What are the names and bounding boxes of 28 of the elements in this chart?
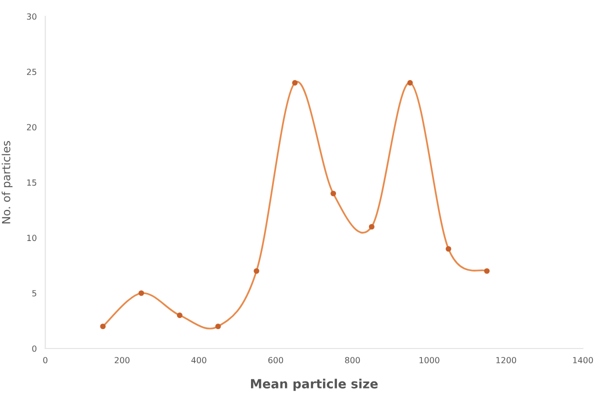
point	[100, 324, 106, 330]
x-tick-label: 1200	[496, 356, 516, 364]
y-tick-label: 20	[26, 124, 36, 130]
x-tick-label: 400	[191, 356, 206, 364]
x-tick-label: 1400	[573, 356, 593, 364]
y-tick-label: 25	[26, 68, 36, 76]
y-tick-label: 10	[27, 234, 36, 242]
point	[446, 246, 452, 252]
point	[292, 80, 298, 86]
x-axis-title: Mean particle size	[251, 378, 378, 391]
point	[215, 324, 221, 330]
point	[330, 190, 336, 196]
y-tick-label: 30	[27, 13, 36, 20]
y-tick-label: 5	[32, 290, 36, 296]
x-tick-label: 0	[43, 356, 48, 364]
point	[484, 268, 490, 274]
point	[368, 224, 374, 230]
y-tick-label: 15	[27, 180, 36, 186]
y-axis-title: No. of particles	[2, 141, 12, 224]
y-tick-label: 0	[32, 345, 36, 352]
point	[176, 312, 182, 318]
x-tick-label: 200	[114, 356, 130, 364]
x-tick-label: 1000	[420, 356, 440, 364]
x-tick-label: 800	[345, 356, 360, 364]
x-tick-label: 600	[268, 356, 284, 364]
point	[254, 268, 260, 274]
point	[407, 80, 413, 86]
point	[138, 290, 144, 296]
